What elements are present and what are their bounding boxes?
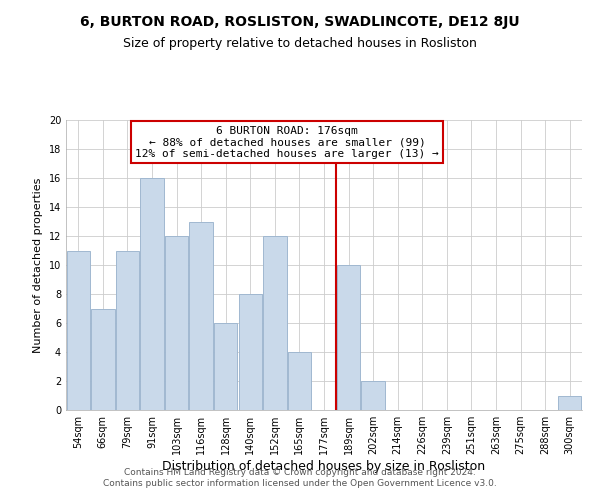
Bar	[263, 236, 287, 410]
Bar	[288, 352, 311, 410]
Text: 6 BURTON ROAD: 176sqm
← 88% of detached houses are smaller (99)
12% of semi-deta: 6 BURTON ROAD: 176sqm ← 88% of detached …	[135, 126, 439, 159]
Text: Contains HM Land Registry data © Crown copyright and database right 2024.
Contai: Contains HM Land Registry data © Crown c…	[103, 468, 497, 487]
Text: 6, BURTON ROAD, ROSLISTON, SWADLINCOTE, DE12 8JU: 6, BURTON ROAD, ROSLISTON, SWADLINCOTE, …	[80, 15, 520, 29]
X-axis label: Distribution of detached houses by size in Rosliston: Distribution of detached houses by size …	[163, 460, 485, 473]
Y-axis label: Number of detached properties: Number of detached properties	[33, 178, 43, 352]
Bar	[190, 222, 213, 410]
Bar	[165, 236, 188, 410]
Bar	[140, 178, 164, 410]
Bar	[91, 308, 115, 410]
Bar	[337, 265, 360, 410]
Bar	[214, 323, 238, 410]
Bar	[558, 396, 581, 410]
Text: Size of property relative to detached houses in Rosliston: Size of property relative to detached ho…	[123, 38, 477, 51]
Bar	[239, 294, 262, 410]
Bar	[361, 381, 385, 410]
Bar	[116, 250, 139, 410]
Bar	[67, 250, 90, 410]
